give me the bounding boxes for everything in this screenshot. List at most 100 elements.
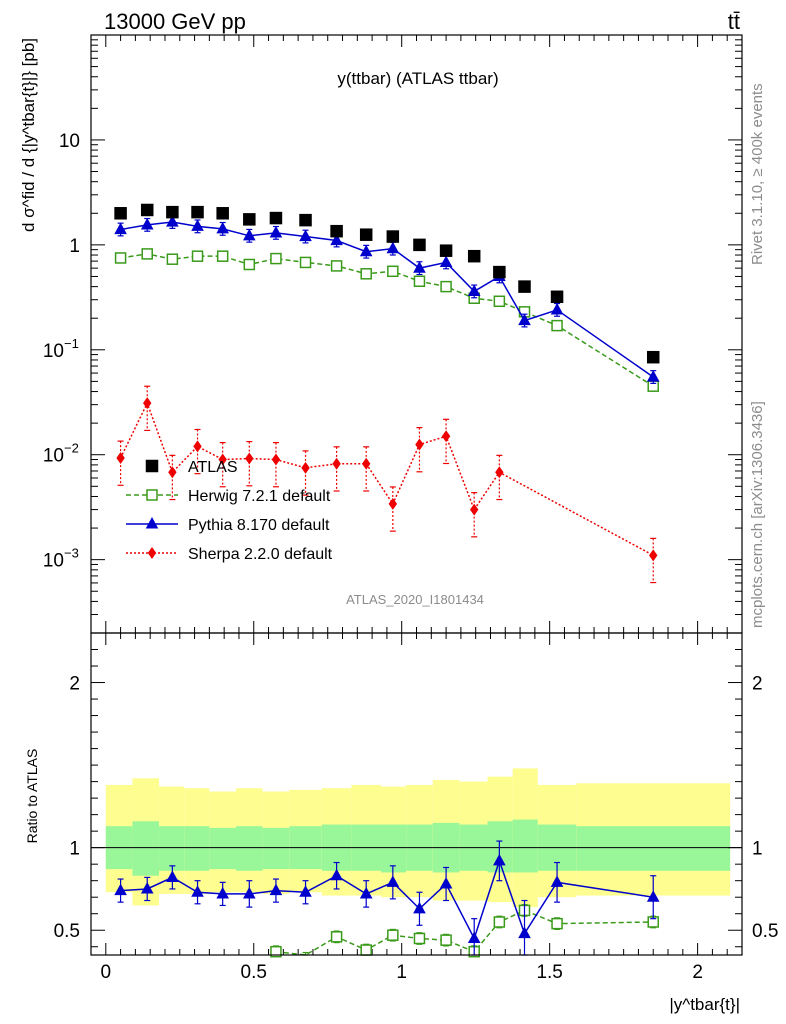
atlas-point xyxy=(140,203,154,217)
atlas-point xyxy=(439,244,453,257)
pythia-point xyxy=(330,233,343,246)
atlas-point xyxy=(518,280,531,293)
sherpa-point xyxy=(495,466,504,479)
pythia-point xyxy=(518,313,531,326)
ratio-y-tick-label-right: 0.5 xyxy=(752,921,778,942)
pythia-line xyxy=(120,221,654,378)
inner-band-bin xyxy=(512,819,538,873)
inner-band-bin xyxy=(262,827,290,870)
sherpa-point xyxy=(301,461,310,474)
y-tick-exponent: −3 xyxy=(64,546,79,561)
legend: ATLAS Herwig 7.2.1 default Pythia 8.170 de… xyxy=(126,459,333,563)
pythia-ratio-point xyxy=(299,885,312,897)
x-tick-label: 0 xyxy=(101,962,112,983)
atlas-point xyxy=(646,350,660,364)
rivet-label: Rivet 3.1.10, ≥ 400k events xyxy=(749,83,766,265)
legend-atlas-marker xyxy=(145,459,159,473)
watermark: ATLAS_2020_I1801434 xyxy=(346,592,484,607)
herwig-point xyxy=(299,256,312,269)
pythia-ratio-point xyxy=(166,870,179,882)
legend-label: ATLAS xyxy=(188,459,238,476)
herwig-point xyxy=(493,295,506,308)
atlas-point xyxy=(216,207,229,220)
herwig-ratio-point xyxy=(360,944,372,956)
pythia-ratio-point xyxy=(493,853,506,866)
pythia-ratio-point xyxy=(518,926,531,939)
sherpa-point xyxy=(271,453,281,466)
ratio-y-tick-label: 1 xyxy=(69,839,80,860)
mcplots-label: mcplots.cern.ch [arXiv:1306.3436] xyxy=(749,401,766,628)
atlas-point xyxy=(550,290,564,304)
y-tick-label: 10 xyxy=(59,131,80,152)
main-y-axis-label: d σ^fid / d {|y^tbar{t}|} [pb] xyxy=(19,38,38,232)
herwig-ratio-point xyxy=(270,945,282,958)
herwig-point xyxy=(141,248,153,260)
inner-band-bin xyxy=(235,826,263,871)
pythia-ratio-point xyxy=(114,883,127,896)
pythia-point xyxy=(191,219,204,231)
sherpa-line xyxy=(119,401,654,556)
herwig-point xyxy=(387,265,399,278)
pythia-point xyxy=(386,241,400,254)
atlas-point xyxy=(330,224,343,238)
sherpa-point xyxy=(218,453,227,466)
sherpa-point xyxy=(649,549,658,562)
inner-band-bin xyxy=(184,826,210,871)
herwig-ratio-point xyxy=(387,929,399,941)
inner-band-bin xyxy=(209,827,236,870)
pythia-ratio-point xyxy=(191,885,204,897)
inner-band-bin xyxy=(159,826,185,871)
atlas-point xyxy=(166,205,179,219)
atlas-point xyxy=(386,230,400,243)
y-tick-exponent: −1 xyxy=(64,336,79,351)
ratio-frame xyxy=(90,632,743,956)
ratio-y-tick-label: 0.5 xyxy=(54,921,80,942)
pythia-ratio-point xyxy=(243,886,256,899)
atlas-point xyxy=(493,265,506,279)
atlas-point xyxy=(467,249,481,263)
legend-pythia-marker xyxy=(145,517,159,529)
x-tick-label: 2 xyxy=(692,962,703,983)
pythia-ratio-point xyxy=(439,876,453,889)
energy-label: 13000 GeV pp xyxy=(104,9,246,34)
pythia-point xyxy=(114,222,127,235)
legend-sherpa-marker xyxy=(147,547,157,559)
pythia-point xyxy=(413,261,426,273)
sherpa-point xyxy=(245,452,254,465)
herwig-ratio-point xyxy=(330,931,343,943)
pythia-point xyxy=(359,244,373,257)
herwig-ratio-point xyxy=(493,916,506,928)
legend-label: Herwig 7.2.1 default xyxy=(188,488,331,505)
x-tick-label: 0.5 xyxy=(241,962,267,983)
y-tick-exponent: −2 xyxy=(64,441,79,456)
pythia-point xyxy=(646,370,660,382)
y-tick-label: 1 xyxy=(69,236,80,257)
herwig-point xyxy=(330,260,343,272)
y-tick-label: 10 xyxy=(43,446,64,467)
sherpa-point xyxy=(441,430,451,443)
herwig-ratio-point xyxy=(413,932,426,945)
herwig-point xyxy=(166,253,179,265)
y-tick-label: 10 xyxy=(43,551,64,572)
legend-label: Pythia 8.170 default xyxy=(188,517,330,534)
pythia-ratio-line xyxy=(120,858,654,941)
ratio-uncertainty-bands xyxy=(91,768,742,908)
herwig-point xyxy=(551,319,563,332)
pythia-ratio-point xyxy=(550,875,564,887)
sherpa-point xyxy=(143,397,152,410)
x-tick-label: 1 xyxy=(396,962,407,983)
y-tick-label: 10 xyxy=(43,341,64,362)
main-plot-marks xyxy=(114,203,660,584)
herwig-point xyxy=(413,275,426,288)
herwig-point xyxy=(270,252,282,265)
x-tick-label: 1.5 xyxy=(536,962,562,983)
legend-herwig-marker xyxy=(146,489,158,501)
ratio-plot-marks xyxy=(114,840,660,958)
pythia-point xyxy=(439,255,453,267)
pythia-ratio-point xyxy=(330,868,343,881)
ratio-y-tick-label-right: 1 xyxy=(752,839,763,860)
axis-ticks xyxy=(91,35,742,955)
inner-band-bin xyxy=(132,821,160,876)
herwig-ratio-point xyxy=(551,917,563,930)
main-frame xyxy=(90,34,743,634)
